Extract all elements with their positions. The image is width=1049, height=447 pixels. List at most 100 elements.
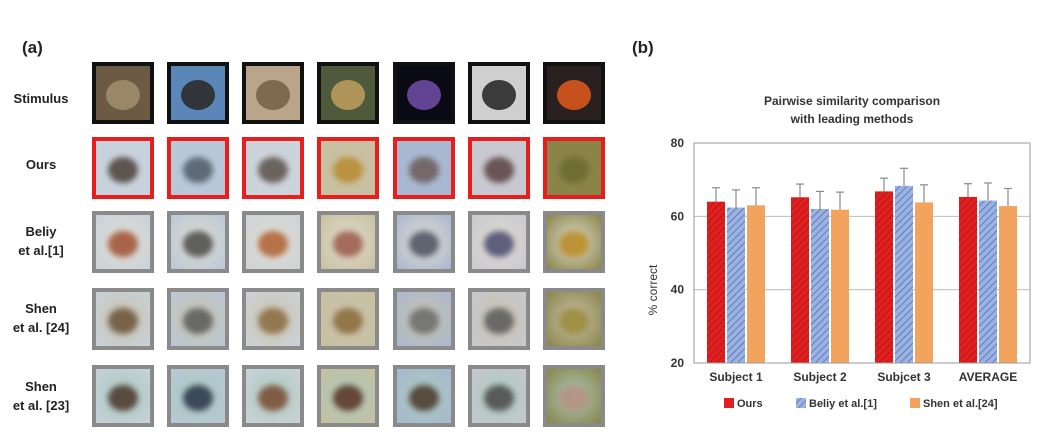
bar-layer: [707, 167, 1017, 363]
legend-swatch-1: [724, 398, 734, 408]
thumbnail-content: [559, 231, 589, 257]
axis-layer: 20 40 60 80 Subject 1 Subject 2 Subjcet 3 AVERA…: [671, 136, 1031, 384]
thumbnail-content: [557, 80, 591, 110]
thumbnail-ours-2: [167, 137, 229, 199]
bar-3-4: [999, 206, 1017, 363]
y-tick-label: 80: [671, 136, 685, 150]
x-category-label: AVERAGE: [959, 370, 1017, 384]
thumbnail-beliy-4: [317, 211, 379, 273]
plot-frame: [693, 142, 1031, 364]
bar-2-4: [979, 200, 997, 363]
thumbnail-stimulus-1: [92, 62, 154, 124]
thumbnail-content: [256, 80, 290, 110]
thumbnail-shen23-6: [468, 365, 530, 427]
thumbnail-ours-3: [242, 137, 304, 199]
similarity-bar-chart: Pairwise similarity comparison with lead…: [646, 94, 1031, 410]
chart-subtitle: with leading methods: [790, 112, 914, 126]
row-label-line1: Shen: [25, 379, 57, 394]
thumbnail-shen23-2: [167, 365, 229, 427]
thumbnail-shen23-3: [242, 365, 304, 427]
bar-1-1: [707, 201, 725, 363]
thumbnail-beliy-1: [92, 211, 154, 273]
y-tick-label: 60: [671, 209, 685, 223]
row-label-ours: Ours: [0, 155, 82, 174]
thumbnail-ours-7: [543, 137, 605, 199]
thumbnail-content: [183, 157, 213, 183]
thumbnail-stimulus-4: [317, 62, 379, 124]
row-label-shen23: Shen et al. [23]: [0, 377, 82, 415]
thumbnail-content: [258, 157, 288, 183]
thumbnail-content: [108, 157, 138, 183]
x-category-label: Subject 2: [793, 370, 847, 384]
row-label-line2: et al.[1]: [18, 243, 64, 258]
thumbnail-shen24-6: [468, 288, 530, 350]
thumbnail-content: [333, 157, 363, 183]
thumbnail-content: [108, 231, 138, 257]
thumbnail-content: [484, 308, 514, 334]
thumbnail-ours-4: [317, 137, 379, 199]
thumbnail-stimulus-7: [543, 62, 605, 124]
thumbnail-content: [181, 80, 215, 110]
thumbnail-ours-5: [393, 137, 455, 199]
legend-swatch-2: [796, 398, 806, 408]
thumbnail-content: [258, 231, 288, 257]
thumbnail-content: [409, 157, 439, 183]
row-label-line1: Ours: [25, 157, 57, 172]
thumbnail-beliy-7: [543, 211, 605, 273]
row-label-line1: Stimulus: [13, 91, 69, 106]
thumbnail-content: [482, 80, 516, 110]
thumbnail-ours-6: [468, 137, 530, 199]
thumbnail-content: [559, 157, 589, 183]
row-label-line2: et al. [23]: [12, 398, 70, 413]
thumbnail-content: [331, 80, 365, 110]
thumbnail-stimulus-5: [393, 62, 455, 124]
thumbnail-content: [183, 231, 213, 257]
row-label-line1: Shen: [25, 301, 57, 316]
thumbnail-content: [409, 385, 439, 411]
row-label-shen24: Shen et al. [24]: [0, 299, 82, 337]
bar-1-4: [959, 196, 977, 363]
thumbnail-content: [409, 231, 439, 257]
y-tick-label: 40: [671, 283, 685, 297]
y-axis-label: % correct: [646, 264, 660, 315]
thumbnail-stimulus-6: [468, 62, 530, 124]
thumbnail-content: [559, 308, 589, 334]
thumbnail-content: [409, 308, 439, 334]
thumbnail-shen23-7: [543, 365, 605, 427]
thumbnail-shen24-3: [242, 288, 304, 350]
bar-1-2: [791, 197, 809, 363]
thumbnail-content: [106, 80, 140, 110]
thumbnail-content: [183, 385, 213, 411]
thumbnail-content: [183, 308, 213, 334]
thumbnail-content: [258, 308, 288, 334]
legend-label-2: Beliy et al.[1]: [809, 398, 877, 410]
legend-label-3: Shen et al.[24]: [923, 398, 998, 410]
thumbnail-content: [108, 308, 138, 334]
bar-3-3: [915, 202, 933, 363]
x-category-label: Subject 1: [709, 370, 763, 384]
thumbnail-stimulus-3: [242, 62, 304, 124]
row-label-beliy: Beliy et al.[1]: [0, 222, 82, 260]
thumbnail-content: [333, 385, 363, 411]
bar-3-2: [831, 209, 849, 363]
chart-title: Pairwise similarity comparison: [764, 94, 940, 108]
thumbnail-shen23-1: [92, 365, 154, 427]
thumbnail-shen24-2: [167, 288, 229, 350]
row-label-stimulus: Stimulus: [0, 89, 82, 108]
thumbnail-content: [108, 385, 138, 411]
thumbnail-beliy-5: [393, 211, 455, 273]
thumbnail-content: [407, 80, 441, 110]
thumbnail-content: [333, 308, 363, 334]
bar-1-3: [875, 191, 893, 363]
bar-3-1: [747, 205, 765, 363]
row-label-line2: et al. [24]: [12, 320, 70, 335]
thumbnail-content: [559, 385, 589, 411]
thumbnail-content: [484, 231, 514, 257]
thumbnail-content: [258, 385, 288, 411]
thumbnail-beliy-6: [468, 211, 530, 273]
thumbnail-stimulus-2: [167, 62, 229, 124]
bar-2-3: [895, 185, 913, 363]
panel-a-label: (a): [22, 38, 43, 57]
y-tick-label: 20: [671, 356, 685, 370]
thumbnail-content: [333, 231, 363, 257]
